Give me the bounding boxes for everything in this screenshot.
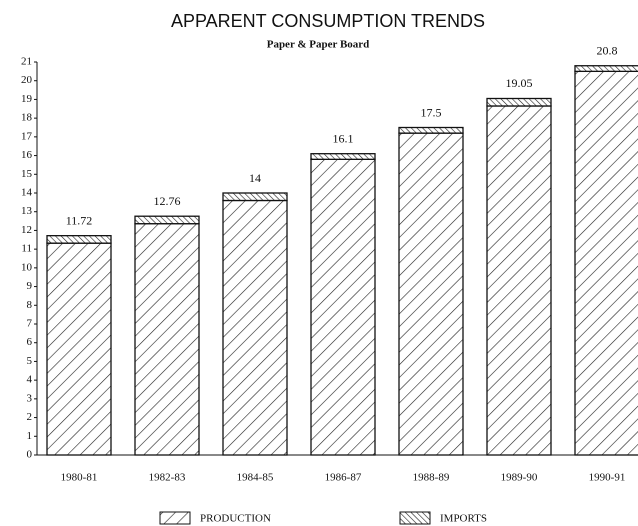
bar-segment [134,215,200,225]
bar-segment [222,199,288,456]
x-tick-label: 1988-89 [413,472,450,484]
total-label: 20.8 [597,43,618,57]
x-tick-label: 1984-85 [237,472,274,484]
y-tick-label: 15 [21,168,33,180]
bar-segment [46,235,112,244]
y-tick-label: 17 [21,130,33,142]
total-label: 19.05 [506,76,533,90]
y-tick-label: 10 [21,261,33,273]
bar-segment [310,158,376,456]
x-tick-label: 1982-83 [149,472,186,484]
bar-segment [222,192,288,202]
legend-label: PRODUCTION [200,513,271,525]
y-tick-label: 12 [21,224,32,236]
bar-segment [574,65,638,73]
y-tick-label: 9 [27,280,33,292]
y-tick-label: 14 [21,187,33,199]
chart-title: APPARENT CONSUMPTION TRENDS [171,11,485,31]
legend-swatch [399,511,431,525]
chart-subtitle: Paper & Paper Board [267,39,370,51]
x-tick-label: 1986-87 [325,472,362,484]
bar-segment [398,126,464,134]
y-tick-label: 7 [27,318,33,330]
total-label: 17.5 [421,105,442,119]
y-tick-label: 4 [27,374,33,386]
bar-segment [134,223,200,456]
bar-segment [574,70,638,456]
y-tick-label: 3 [27,392,33,404]
total-label: 11.72 [66,213,93,227]
y-tick-label: 18 [21,112,33,124]
total-label: 12.76 [154,194,181,208]
y-tick-label: 20 [21,74,33,86]
x-tick-label: 1989-90 [501,472,538,484]
legend-label: IMPORTS [440,513,487,525]
bar-segment [486,105,552,456]
x-tick-label: 1980-81 [61,472,98,484]
y-tick-label: 6 [27,336,33,348]
y-tick-label: 1 [27,430,33,442]
bar-segment [310,153,376,160]
y-tick-label: 21 [21,56,32,68]
legend-swatch [159,511,191,525]
bar-segment [46,242,112,456]
total-label: 16.1 [333,131,354,145]
y-tick-label: 11 [21,243,32,255]
bar-segment [398,132,464,456]
bar-segment [486,97,552,107]
x-tick-label: 1990-91 [589,472,626,484]
y-tick-label: 2 [27,411,33,423]
total-label: 14 [249,171,261,185]
y-tick-label: 16 [21,149,33,161]
y-tick-label: 0 [27,449,33,461]
y-tick-label: 5 [27,355,33,367]
y-tick-label: 13 [21,205,33,217]
y-tick-label: 19 [21,93,33,105]
y-tick-label: 8 [27,299,33,311]
